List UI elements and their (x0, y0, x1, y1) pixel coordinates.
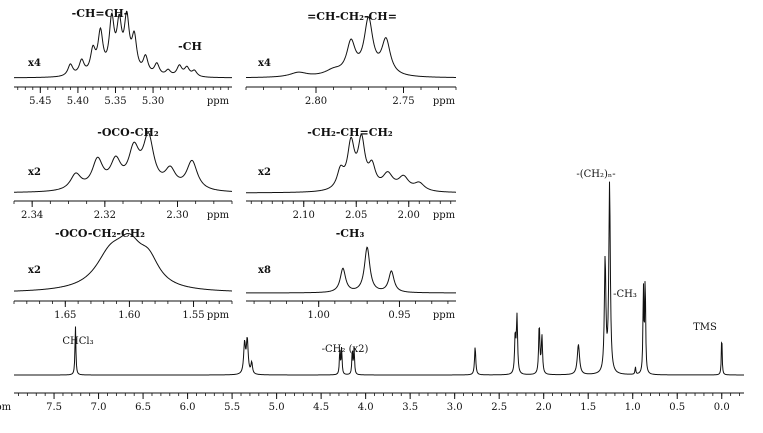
x-tick-label: 2.5 (491, 402, 507, 413)
x-tick-label: 3.0 (447, 402, 463, 413)
inset-spectrum-trace (13, 233, 233, 292)
peak-annotation: -CH₃ (613, 289, 637, 300)
x-tick-label: 2.00 (398, 210, 420, 221)
inset-scale-label: x4 (28, 58, 41, 69)
x-axis-unit: ppm (433, 210, 456, 221)
x-tick-label: 2.80 (305, 96, 327, 107)
x-tick-label: 5.45 (29, 96, 51, 107)
x-tick-label: 2.10 (293, 210, 315, 221)
x-tick-label: 1.60 (118, 310, 140, 321)
x-tick-label: 2.75 (392, 96, 414, 107)
x-tick-label: 3.5 (402, 402, 418, 413)
inset-scale-label: x4 (258, 58, 271, 69)
x-tick-label: 4.0 (358, 402, 374, 413)
inset-sub-title: -CH (178, 40, 202, 53)
x-tick-label: 1.5 (580, 402, 596, 413)
inset-spectrum-trace (246, 133, 457, 194)
inset-title: -OCO-CH₂ (97, 126, 159, 139)
inset-scale-label: x2 (258, 167, 271, 178)
x-tick-label: 7.5 (46, 402, 62, 413)
x-tick-label: 4.5 (313, 402, 329, 413)
x-tick-label: 6.0 (180, 402, 196, 413)
x-tick-label: 2.30 (166, 210, 188, 221)
peak-annotation: -(CH₂)ₙ- (576, 169, 615, 180)
x-tick-label: 5.5 (224, 402, 240, 413)
inset-title: =CH-CH₂-CH= (307, 10, 397, 23)
x-tick-label: 1.0 (625, 402, 641, 413)
inset-spectrum-trace (13, 10, 233, 79)
inset-scale-label: x2 (28, 265, 41, 276)
x-tick-label: 2.32 (94, 210, 116, 221)
x-tick-label: 5.30 (142, 96, 164, 107)
x-tick-label: 5.0 (269, 402, 285, 413)
x-axis-unit: ppm (207, 210, 230, 221)
inset-spectrum-trace (245, 16, 457, 79)
x-tick-label: 0.95 (388, 310, 410, 321)
x-axis-unit: ppm (433, 96, 456, 107)
x-tick-label: 6.5 (135, 402, 151, 413)
x-axis-unit: ppm (207, 96, 230, 107)
x-axis-unit: ppm (0, 402, 12, 413)
x-axis-unit: ppm (433, 310, 456, 321)
x-tick-label: 5.35 (104, 96, 126, 107)
x-tick-label: 2.05 (345, 210, 367, 221)
main-spectrum-trace (14, 181, 744, 376)
inset-title: -CH=CH- (72, 7, 129, 20)
inset-spectrum-trace (246, 246, 456, 294)
x-axis-unit: ppm (207, 310, 230, 321)
x-tick-label: 2.0 (536, 402, 552, 413)
inset-spectrum-trace (13, 131, 233, 193)
inset-title: -CH₂-CH=CH₂ (307, 126, 393, 139)
peak-annotation: -CH₂ (x2) (322, 344, 369, 355)
x-tick-label: 0.5 (669, 402, 685, 413)
peak-annotation: CHCl₃ (62, 336, 93, 347)
x-tick-label: 2.34 (21, 210, 43, 221)
x-tick-label: 1.00 (308, 310, 330, 321)
x-tick-label: 0.0 (714, 402, 730, 413)
x-tick-label: 7.0 (91, 402, 107, 413)
peak-annotation: TMS (693, 322, 717, 333)
inset-title: -CH₃ (336, 227, 365, 240)
inset-scale-label: x8 (258, 265, 271, 276)
x-tick-label: 5.40 (67, 96, 89, 107)
inset-scale-label: x2 (28, 167, 41, 178)
x-tick-label: 1.55 (182, 310, 204, 321)
x-tick-label: 1.65 (54, 310, 76, 321)
inset-title: -OCO-CH₂-CH₂ (55, 227, 145, 240)
